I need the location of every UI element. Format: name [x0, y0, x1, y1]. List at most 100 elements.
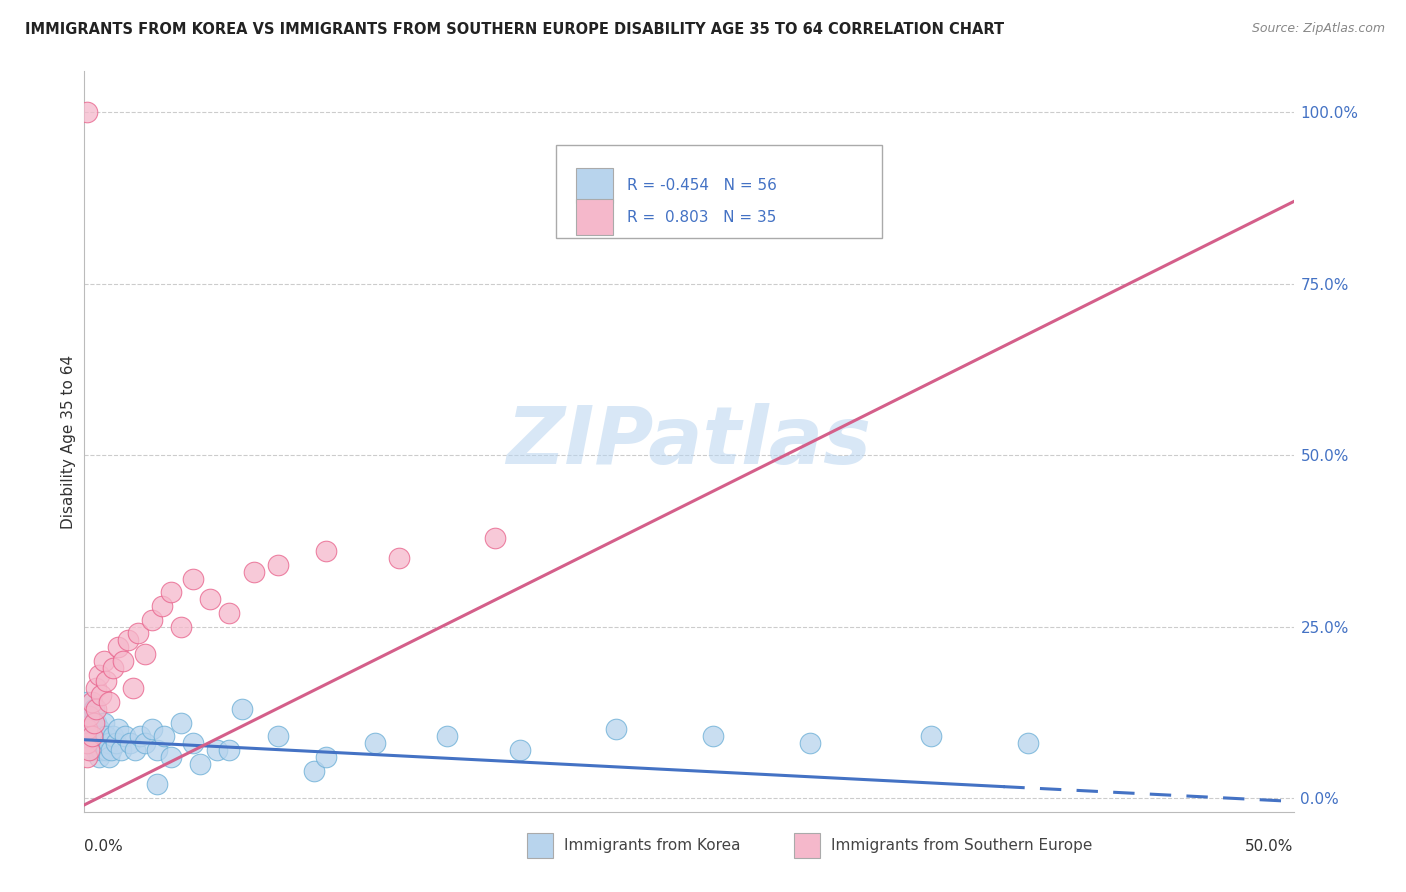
Point — [484, 531, 506, 545]
Text: 50.0%: 50.0% — [1246, 839, 1294, 855]
Point — [86, 681, 108, 696]
Point — [218, 743, 240, 757]
Point — [110, 743, 132, 757]
Point — [315, 750, 337, 764]
Point — [80, 743, 103, 757]
Point — [80, 729, 103, 743]
Point — [86, 729, 108, 743]
Point — [124, 743, 146, 757]
Point — [93, 715, 115, 730]
Point — [134, 736, 156, 750]
Point — [104, 736, 127, 750]
Point — [76, 750, 98, 764]
Point — [190, 756, 212, 771]
Point — [134, 647, 156, 661]
Point — [94, 743, 117, 757]
Point — [509, 743, 531, 757]
Point — [267, 558, 290, 572]
Point — [120, 736, 142, 750]
Point — [267, 729, 290, 743]
Point — [141, 613, 163, 627]
Point — [87, 723, 110, 737]
Point — [302, 764, 325, 778]
Point — [77, 743, 100, 757]
Point — [129, 729, 152, 743]
Point — [90, 688, 112, 702]
Point — [160, 750, 183, 764]
Point — [87, 750, 110, 764]
Text: IMMIGRANTS FROM KOREA VS IMMIGRANTS FROM SOUTHERN EUROPE DISABILITY AGE 35 TO 64: IMMIGRANTS FROM KOREA VS IMMIGRANTS FROM… — [25, 22, 1004, 37]
Point — [605, 723, 627, 737]
Point — [218, 606, 240, 620]
Point — [90, 743, 112, 757]
Point — [702, 729, 724, 743]
Text: R = -0.454   N = 56: R = -0.454 N = 56 — [627, 178, 778, 193]
Point — [76, 736, 98, 750]
Point — [87, 667, 110, 681]
Point — [315, 544, 337, 558]
Point — [76, 105, 98, 120]
Point — [181, 736, 204, 750]
Point — [1017, 736, 1039, 750]
Point — [94, 674, 117, 689]
Point — [920, 729, 942, 743]
Point — [80, 729, 103, 743]
Point — [107, 640, 129, 655]
Point — [103, 661, 125, 675]
Text: Source: ZipAtlas.com: Source: ZipAtlas.com — [1251, 22, 1385, 36]
Point — [153, 729, 176, 743]
Point — [93, 654, 115, 668]
Point — [97, 736, 120, 750]
Point — [363, 736, 385, 750]
FancyBboxPatch shape — [576, 168, 613, 203]
Point — [170, 620, 193, 634]
Point — [100, 743, 122, 757]
Point — [117, 633, 139, 648]
Point — [127, 626, 149, 640]
Point — [181, 572, 204, 586]
Point — [83, 723, 105, 737]
Text: 0.0%: 0.0% — [84, 839, 124, 855]
Point — [77, 708, 100, 723]
Point — [112, 654, 135, 668]
Point — [83, 715, 105, 730]
Point — [77, 708, 100, 723]
Y-axis label: Disability Age 35 to 64: Disability Age 35 to 64 — [60, 354, 76, 529]
Point — [86, 702, 108, 716]
Point — [80, 715, 103, 730]
Point — [160, 585, 183, 599]
Point — [77, 736, 100, 750]
Point — [436, 729, 458, 743]
Point — [231, 702, 253, 716]
Text: Immigrants from Korea: Immigrants from Korea — [564, 838, 741, 853]
Point — [97, 750, 120, 764]
Point — [86, 743, 108, 757]
Point — [799, 736, 821, 750]
Point — [146, 743, 169, 757]
Point — [207, 743, 229, 757]
Point — [83, 702, 105, 716]
Point — [170, 715, 193, 730]
FancyBboxPatch shape — [555, 145, 883, 238]
Point — [103, 729, 125, 743]
Point — [83, 736, 105, 750]
Text: Immigrants from Southern Europe: Immigrants from Southern Europe — [831, 838, 1092, 853]
Point — [80, 695, 103, 709]
Point — [146, 777, 169, 791]
Point — [198, 592, 221, 607]
Point — [121, 681, 143, 696]
Point — [76, 723, 98, 737]
Point — [76, 723, 98, 737]
FancyBboxPatch shape — [576, 200, 613, 235]
Point — [76, 695, 98, 709]
Point — [94, 729, 117, 743]
Point — [86, 715, 108, 730]
Point — [107, 723, 129, 737]
Point — [90, 729, 112, 743]
Point — [388, 551, 411, 566]
Point — [141, 723, 163, 737]
Point — [93, 736, 115, 750]
Point — [242, 565, 264, 579]
Text: ZIPatlas: ZIPatlas — [506, 402, 872, 481]
Point — [87, 736, 110, 750]
